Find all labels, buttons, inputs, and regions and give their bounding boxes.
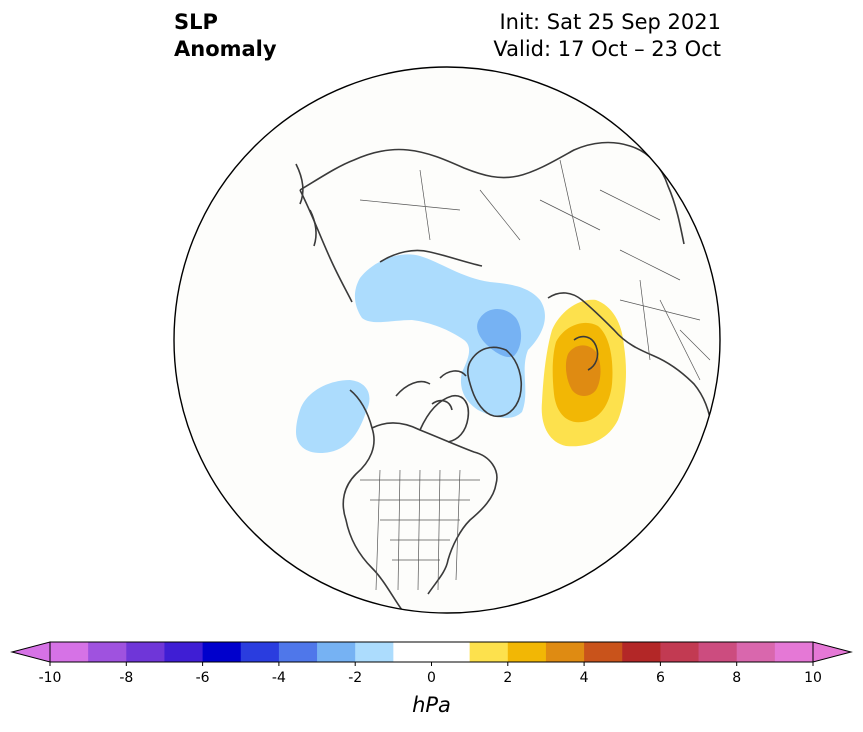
colorbar-bin — [355, 642, 394, 662]
colorbar-bin — [660, 642, 700, 662]
colorbar-bin — [393, 642, 471, 662]
colorbar-tick-label: -10 — [39, 670, 62, 686]
colorbar-bin — [622, 642, 661, 662]
colorbar-unit-label: hPa — [412, 693, 451, 717]
colorbar-bin — [507, 642, 547, 662]
colorbar-tick-label: 0 — [427, 670, 436, 686]
colorbar-bin — [202, 642, 242, 662]
colorbar-bin — [317, 642, 356, 662]
colorbar-bin — [774, 642, 814, 662]
anomaly-negative-arctic — [354, 254, 545, 418]
map-boundary-circle — [173, 66, 721, 614]
polar-map — [173, 66, 721, 614]
coastlines — [295, 141, 713, 611]
anomaly-negative-kara — [477, 309, 522, 358]
colorbar-extend-high — [812, 641, 853, 663]
colorbar-bin — [545, 642, 585, 662]
colorbar-tick-label: 8 — [732, 670, 741, 686]
anomaly-positive-core — [565, 345, 601, 396]
colorbar-tick-label: -4 — [272, 670, 286, 686]
anomaly-negative-alaska — [296, 380, 370, 454]
colorbar-bin — [126, 642, 165, 662]
valid-range-label: Valid: 17 Oct – 23 Oct — [493, 37, 721, 61]
colorbar-bin — [278, 642, 318, 662]
colorbar: -10 -8 -6 -4 -2 0 2 4 6 8 10 — [10, 641, 853, 686]
colorbar-tick-label: -6 — [196, 670, 210, 686]
variable-title-line2: Anomaly — [174, 37, 277, 61]
colorbar-tick-label: 4 — [580, 670, 589, 686]
colorbar-bin — [698, 642, 738, 662]
chart-title-right: Init: Sat 25 Sep 2021 Valid: 17 Oct – 23… — [493, 9, 721, 63]
coastline-hudson-bay — [419, 394, 470, 443]
init-date-label: Init: Sat 25 Sep 2021 — [499, 10, 721, 34]
coastline-arctic-archipelago — [395, 370, 467, 411]
borders-asia — [359, 159, 681, 281]
colorbar-tick-label: 6 — [656, 670, 665, 686]
colorbar-bin — [736, 642, 776, 662]
coastline-europe — [547, 292, 713, 431]
colorbar-bins — [10, 641, 853, 663]
colorbar-bin — [164, 642, 204, 662]
coastline-greenland — [467, 346, 522, 418]
borders-europe — [619, 279, 711, 381]
colorbar-tick-label: 10 — [804, 670, 822, 686]
colorbar-tick-label: -8 — [119, 670, 133, 686]
colorbar-extend-low — [10, 641, 51, 663]
variable-title-line1: SLP — [174, 10, 218, 34]
colorbar-bin — [240, 642, 280, 662]
colorbar-ticks: -10 -8 -6 -4 -2 0 2 4 6 8 10 — [39, 662, 822, 686]
chart-title-left: SLP Anomaly — [174, 9, 277, 63]
colorbar-tick-label: 2 — [503, 670, 512, 686]
colorbar-bin — [88, 642, 127, 662]
anomaly-layer — [296, 254, 626, 454]
colorbar-bin — [584, 642, 623, 662]
map-disc-background — [174, 67, 720, 613]
colorbar-bin — [469, 642, 509, 662]
colorbar-bin — [50, 642, 89, 662]
coastline-japan — [295, 163, 317, 247]
borders-usa — [360, 469, 480, 591]
colorbar-tick-label: -2 — [348, 670, 362, 686]
